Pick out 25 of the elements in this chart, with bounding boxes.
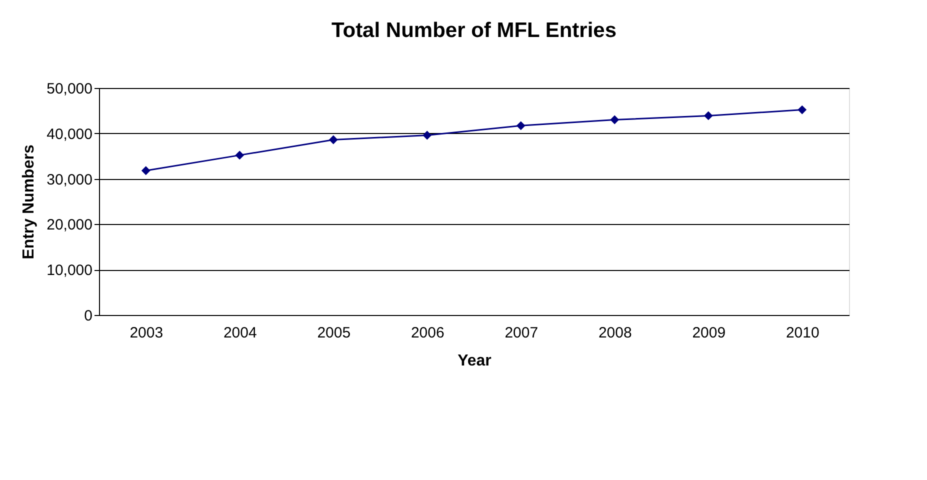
x-tick-label: 2006 [410,324,444,342]
x-tick-label: 2007 [504,324,538,342]
y-tick-label: 20,000 [46,216,92,234]
x-tick-label: 2005 [317,324,351,342]
x-tick-label: 2003 [130,324,164,342]
x-tick-label: 2009 [692,324,726,342]
point [141,166,150,176]
point [235,150,244,160]
y-tick-label: 10,000 [46,262,92,280]
y-tick-label: 50,000 [46,80,92,98]
y-tick-label: 40,000 [46,126,92,143]
point [610,115,620,124]
point [704,111,713,120]
chart-title: Total Number of MFL Entries [331,19,617,42]
point [516,121,526,130]
x-tick-label: 2004 [223,324,257,342]
y-tick-label: 0 [84,308,92,324]
x-tick-label: 2008 [598,324,632,342]
point [422,130,432,140]
y-tick-label: 30,000 [46,171,92,188]
point [328,135,338,144]
point [798,105,807,114]
x-axis-title: Year [458,352,492,370]
y-axis-title: Entry Numbers [20,144,38,260]
x-tick-label: 2010 [786,324,820,342]
